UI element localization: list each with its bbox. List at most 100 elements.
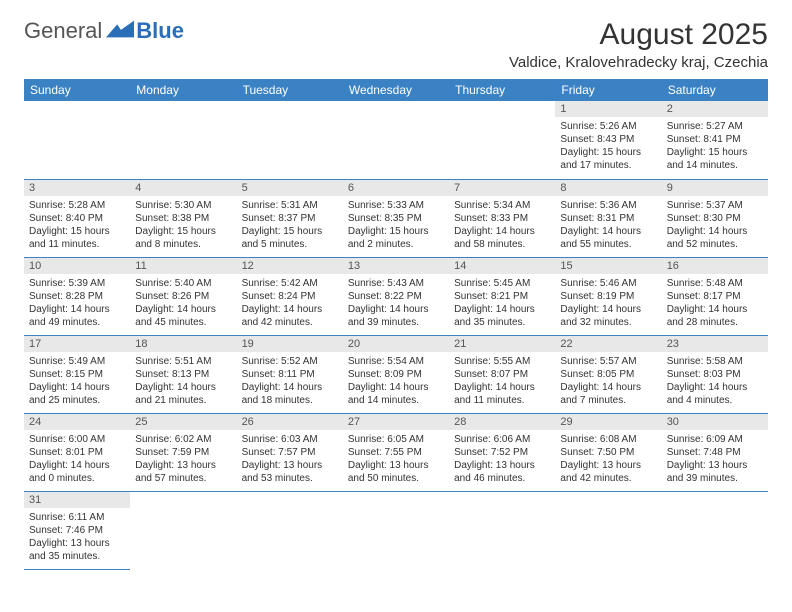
day-number: 4: [130, 180, 236, 196]
day-number: 24: [24, 414, 130, 430]
logo: General Blue: [24, 18, 184, 44]
day-number: 21: [449, 336, 555, 352]
sunrise-text: Sunrise: 5:55 AM: [454, 355, 550, 368]
day-number: 19: [237, 336, 343, 352]
calendar-cell: 4Sunrise: 5:30 AMSunset: 8:38 PMDaylight…: [130, 179, 236, 257]
calendar-cell: 20Sunrise: 5:54 AMSunset: 8:09 PMDayligh…: [343, 335, 449, 413]
weekday-header: Saturday: [662, 79, 768, 101]
sunrise-text: Sunrise: 5:39 AM: [29, 277, 125, 290]
day-body: Sunrise: 5:57 AMSunset: 8:05 PMDaylight:…: [555, 352, 661, 411]
sunrise-text: Sunrise: 5:43 AM: [348, 277, 444, 290]
sunset-text: Sunset: 8:17 PM: [667, 290, 763, 303]
sunrise-text: Sunrise: 5:31 AM: [242, 199, 338, 212]
day-body: Sunrise: 5:45 AMSunset: 8:21 PMDaylight:…: [449, 274, 555, 333]
calendar-cell: 8Sunrise: 5:36 AMSunset: 8:31 PMDaylight…: [555, 179, 661, 257]
day-body: Sunrise: 6:08 AMSunset: 7:50 PMDaylight:…: [555, 430, 661, 489]
day-number: 3: [24, 180, 130, 196]
daylight-text: Daylight: 13 hours and 53 minutes.: [242, 459, 338, 485]
daylight-text: Daylight: 15 hours and 17 minutes.: [560, 146, 656, 172]
sunrise-text: Sunrise: 6:09 AM: [667, 433, 763, 446]
day-number: 26: [237, 414, 343, 430]
calendar-cell: 11Sunrise: 5:40 AMSunset: 8:26 PMDayligh…: [130, 257, 236, 335]
sunset-text: Sunset: 7:55 PM: [348, 446, 444, 459]
day-number: 12: [237, 258, 343, 274]
daylight-text: Daylight: 13 hours and 50 minutes.: [348, 459, 444, 485]
sunrise-text: Sunrise: 5:58 AM: [667, 355, 763, 368]
weekday-header: Tuesday: [237, 79, 343, 101]
sunset-text: Sunset: 8:35 PM: [348, 212, 444, 225]
day-number: 6: [343, 180, 449, 196]
day-number: 20: [343, 336, 449, 352]
sunset-text: Sunset: 8:33 PM: [454, 212, 550, 225]
day-number: 23: [662, 336, 768, 352]
day-number: 17: [24, 336, 130, 352]
daylight-text: Daylight: 14 hours and 11 minutes.: [454, 381, 550, 407]
day-body: Sunrise: 5:30 AMSunset: 8:38 PMDaylight:…: [130, 196, 236, 255]
sunset-text: Sunset: 8:09 PM: [348, 368, 444, 381]
weekday-header: Friday: [555, 79, 661, 101]
header: General Blue August 2025 Valdice, Kralov…: [24, 18, 768, 71]
day-body: Sunrise: 6:02 AMSunset: 7:59 PMDaylight:…: [130, 430, 236, 489]
daylight-text: Daylight: 14 hours and 25 minutes.: [29, 381, 125, 407]
calendar-cell: 1Sunrise: 5:26 AMSunset: 8:43 PMDaylight…: [555, 101, 661, 179]
calendar-cell-empty: [237, 491, 343, 569]
calendar-row: 24Sunrise: 6:00 AMSunset: 8:01 PMDayligh…: [24, 413, 768, 491]
day-body: Sunrise: 5:55 AMSunset: 8:07 PMDaylight:…: [449, 352, 555, 411]
calendar-cell-empty: [343, 101, 449, 179]
daylight-text: Daylight: 15 hours and 11 minutes.: [29, 225, 125, 251]
title-block: August 2025 Valdice, Kralovehradecky kra…: [509, 18, 768, 71]
day-body: Sunrise: 6:06 AMSunset: 7:52 PMDaylight:…: [449, 430, 555, 489]
sunrise-text: Sunrise: 5:49 AM: [29, 355, 125, 368]
day-body: Sunrise: 5:43 AMSunset: 8:22 PMDaylight:…: [343, 274, 449, 333]
calendar-cell-empty: [449, 491, 555, 569]
sunrise-text: Sunrise: 6:05 AM: [348, 433, 444, 446]
calendar-cell-empty: [130, 101, 236, 179]
daylight-text: Daylight: 13 hours and 35 minutes.: [29, 537, 125, 563]
calendar-row: 10Sunrise: 5:39 AMSunset: 8:28 PMDayligh…: [24, 257, 768, 335]
sunset-text: Sunset: 7:48 PM: [667, 446, 763, 459]
calendar-cell-empty: [555, 491, 661, 569]
sunset-text: Sunset: 8:37 PM: [242, 212, 338, 225]
weekday-header: Thursday: [449, 79, 555, 101]
sunrise-text: Sunrise: 5:28 AM: [29, 199, 125, 212]
logo-text-2: Blue: [136, 18, 184, 44]
day-body: Sunrise: 5:27 AMSunset: 8:41 PMDaylight:…: [662, 117, 768, 176]
sunset-text: Sunset: 8:03 PM: [667, 368, 763, 381]
day-number: 29: [555, 414, 661, 430]
day-number: 18: [130, 336, 236, 352]
sunset-text: Sunset: 8:41 PM: [667, 133, 763, 146]
daylight-text: Daylight: 15 hours and 2 minutes.: [348, 225, 444, 251]
calendar-cell: 12Sunrise: 5:42 AMSunset: 8:24 PMDayligh…: [237, 257, 343, 335]
location: Valdice, Kralovehradecky kraj, Czechia: [509, 54, 768, 71]
calendar-cell: 15Sunrise: 5:46 AMSunset: 8:19 PMDayligh…: [555, 257, 661, 335]
calendar-cell-empty: [237, 101, 343, 179]
day-number: 10: [24, 258, 130, 274]
calendar-cell: 22Sunrise: 5:57 AMSunset: 8:05 PMDayligh…: [555, 335, 661, 413]
daylight-text: Daylight: 14 hours and 7 minutes.: [560, 381, 656, 407]
sunset-text: Sunset: 8:01 PM: [29, 446, 125, 459]
daylight-text: Daylight: 14 hours and 14 minutes.: [348, 381, 444, 407]
calendar-cell: 29Sunrise: 6:08 AMSunset: 7:50 PMDayligh…: [555, 413, 661, 491]
sunrise-text: Sunrise: 6:03 AM: [242, 433, 338, 446]
calendar-row: 3Sunrise: 5:28 AMSunset: 8:40 PMDaylight…: [24, 179, 768, 257]
calendar-cell: 2Sunrise: 5:27 AMSunset: 8:41 PMDaylight…: [662, 101, 768, 179]
daylight-text: Daylight: 14 hours and 52 minutes.: [667, 225, 763, 251]
sunrise-text: Sunrise: 6:06 AM: [454, 433, 550, 446]
weekday-header-row: SundayMondayTuesdayWednesdayThursdayFrid…: [24, 79, 768, 101]
sunset-text: Sunset: 7:59 PM: [135, 446, 231, 459]
weekday-header: Sunday: [24, 79, 130, 101]
day-number: 14: [449, 258, 555, 274]
calendar-cell: 18Sunrise: 5:51 AMSunset: 8:13 PMDayligh…: [130, 335, 236, 413]
sunrise-text: Sunrise: 5:26 AM: [560, 120, 656, 133]
calendar-cell: 25Sunrise: 6:02 AMSunset: 7:59 PMDayligh…: [130, 413, 236, 491]
day-number: 2: [662, 101, 768, 117]
calendar-cell-empty: [24, 101, 130, 179]
sunrise-text: Sunrise: 5:34 AM: [454, 199, 550, 212]
sunrise-text: Sunrise: 5:45 AM: [454, 277, 550, 290]
sunset-text: Sunset: 8:30 PM: [667, 212, 763, 225]
sunset-text: Sunset: 8:11 PM: [242, 368, 338, 381]
sunrise-text: Sunrise: 5:30 AM: [135, 199, 231, 212]
daylight-text: Daylight: 13 hours and 46 minutes.: [454, 459, 550, 485]
day-number: 16: [662, 258, 768, 274]
calendar-table: SundayMondayTuesdayWednesdayThursdayFrid…: [24, 79, 768, 570]
